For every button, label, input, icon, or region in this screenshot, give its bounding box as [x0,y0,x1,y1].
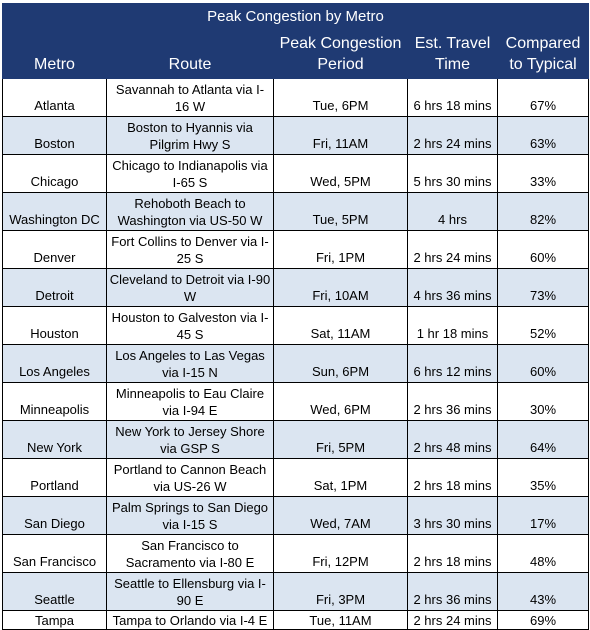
travel-time-cell: 2 hrs 36 mins [407,572,498,611]
travel-time-cell: 1 hr 18 mins [407,306,498,345]
travel-time-cell: 2 hrs 48 mins [407,420,498,459]
metro-cell: Portland [2,458,107,497]
compared-cell: 69% [496,610,590,630]
route-cell: Fort Collins to Denver via I-25 S [106,230,274,269]
travel-time-cell: 5 hrs 30 mins [407,154,498,193]
route-cell: Chicago to Indianapolis via I-65 S [106,154,274,193]
route-cell: New York to Jersey Shore via GSP S [106,420,274,459]
header-route: Route [106,29,274,79]
route-cell: Palm Springs to San Diego via I-15 S [106,496,274,535]
compared-cell: 60% [496,344,590,383]
period-cell: Tue, 11AM [273,610,408,630]
period-cell: Fri, 5PM [273,420,408,459]
header-period: Peak Congestion Period [273,29,408,79]
metro-cell: Seattle [2,572,107,611]
route-cell: Cleveland to Detroit via I-90 W [106,268,274,307]
metro-cell: Denver [2,230,107,269]
route-cell: Boston to Hyannis via Pilgrim Hwy S [106,116,274,155]
route-cell: Los Angeles to Las Vegas via I-15 N [106,344,274,383]
compared-cell: 67% [496,78,590,117]
metro-cell: San Francisco [2,534,107,573]
metro-cell: Atlanta [2,78,107,117]
table-row: San Diego Palm Springs to San Diego via I… [2,496,590,535]
period-cell: Wed, 5PM [273,154,408,193]
compared-cell: 63% [496,116,590,155]
route-cell: Minneapolis to Eau Claire via I-94 E [106,382,274,421]
metro-cell: New York [2,420,107,459]
metro-cell: Boston [2,116,107,155]
metro-cell: Tampa [2,610,107,630]
period-cell: Tue, 5PM [273,192,408,231]
period-cell: Sat, 11AM [273,306,408,345]
table-title: Peak Congestion by Metro [1,3,590,30]
metro-cell: Houston [2,306,107,345]
period-cell: Fri, 1PM [273,230,408,269]
travel-time-cell: 2 hrs 24 mins [407,610,498,630]
travel-time-cell: 2 hrs 18 mins [407,458,498,497]
compared-cell: 30% [496,382,590,421]
travel-time-cell: 2 hrs 18 mins [407,534,498,573]
table-row: Washington DC Rehoboth Beach to Washingto… [2,192,590,231]
travel-time-cell: 2 hrs 36 mins [407,382,498,421]
travel-time-cell: 6 hrs 18 mins [407,78,498,117]
compared-cell: 17% [496,496,590,535]
metro-cell: Chicago [2,154,107,193]
metro-cell: San Diego [2,496,107,535]
metro-cell: Los Angeles [2,344,107,383]
metro-cell: Minneapolis [2,382,107,421]
compared-cell: 64% [496,420,590,459]
table-row: Chicago Chicago to Indianapolis via I-65 … [2,154,590,193]
table-row: Houston Houston to Galveston via I-45 S Sa… [2,306,590,345]
travel-time-cell: 4 hrs 36 mins [407,268,498,307]
travel-time-cell: 2 hrs 24 mins [407,230,498,269]
route-cell: Houston to Galveston via I-45 S [106,306,274,345]
table-row: Los Angeles Los Angeles to Las Vegas via … [2,344,590,383]
travel-time-cell: 3 hrs 30 mins [407,496,498,535]
period-cell: Fri, 10AM [273,268,408,307]
period-cell: Fri, 11AM [273,116,408,155]
table-row: Atlanta Savannah to Atlanta via I-16 W Tue… [2,78,590,117]
header-metro: Metro [2,29,107,79]
compared-cell: 60% [496,230,590,269]
travel-time-cell: 2 hrs 24 mins [407,116,498,155]
period-cell: Fri, 12PM [273,534,408,573]
period-cell: Tue, 6PM [273,78,408,117]
header-travel-time: Est. Travel Time [407,29,498,79]
compared-cell: 43% [496,572,590,611]
route-cell: Tampa to Orlando via I-4 E [106,610,274,630]
metro-cell: Washington DC [2,192,107,231]
table-row: Portland Portland to Cannon Beach via US-… [2,458,590,497]
table-row: San Francisco San Francisco to Sacramento… [2,534,590,573]
table-row: New York New York to Jersey Shore via GSP… [2,420,590,459]
period-cell: Fri, 3PM [273,572,408,611]
period-cell: Sun, 6PM [273,344,408,383]
travel-time-cell: 6 hrs 12 mins [407,344,498,383]
period-cell: Sat, 1PM [273,458,408,497]
header-compared: Compared to Typical [496,29,590,79]
compared-cell: 73% [496,268,590,307]
route-cell: Savannah to Atlanta via I-16 W [106,78,274,117]
metro-cell: Detroit [2,268,107,307]
route-cell: Rehoboth Beach to Washington via US-50 W [106,192,274,231]
period-cell: Wed, 7AM [273,496,408,535]
travel-time-cell: 4 hrs [407,192,498,231]
route-cell: Seattle to Ellensburg via I-90 E [106,572,274,611]
route-cell: Portland to Cannon Beach via US-26 W [106,458,274,497]
table-row: Minneapolis Minneapolis to Eau Claire via… [2,382,590,421]
header-row: Metro Route Peak Congestion Period Est. … [2,29,590,79]
compared-cell: 33% [496,154,590,193]
table-row: Tampa Tampa to Orlando via I-4 E Tue, 11AM… [2,610,590,630]
compared-cell: 52% [496,306,590,345]
table-body: Atlanta Savannah to Atlanta via I-16 W Tue… [2,78,590,630]
compared-cell: 35% [496,458,590,497]
route-cell: San Francisco to Sacramento via I-80 E [106,534,274,573]
table-row: Detroit Cleveland to Detroit via I-90 W Fr… [2,268,590,307]
peak-congestion-table: Peak Congestion by Metro Metro Route Pea… [1,3,590,630]
compared-cell: 48% [496,534,590,573]
period-cell: Wed, 6PM [273,382,408,421]
table-row: Boston Boston to Hyannis via Pilgrim Hwy … [2,116,590,155]
compared-cell: 82% [496,192,590,231]
